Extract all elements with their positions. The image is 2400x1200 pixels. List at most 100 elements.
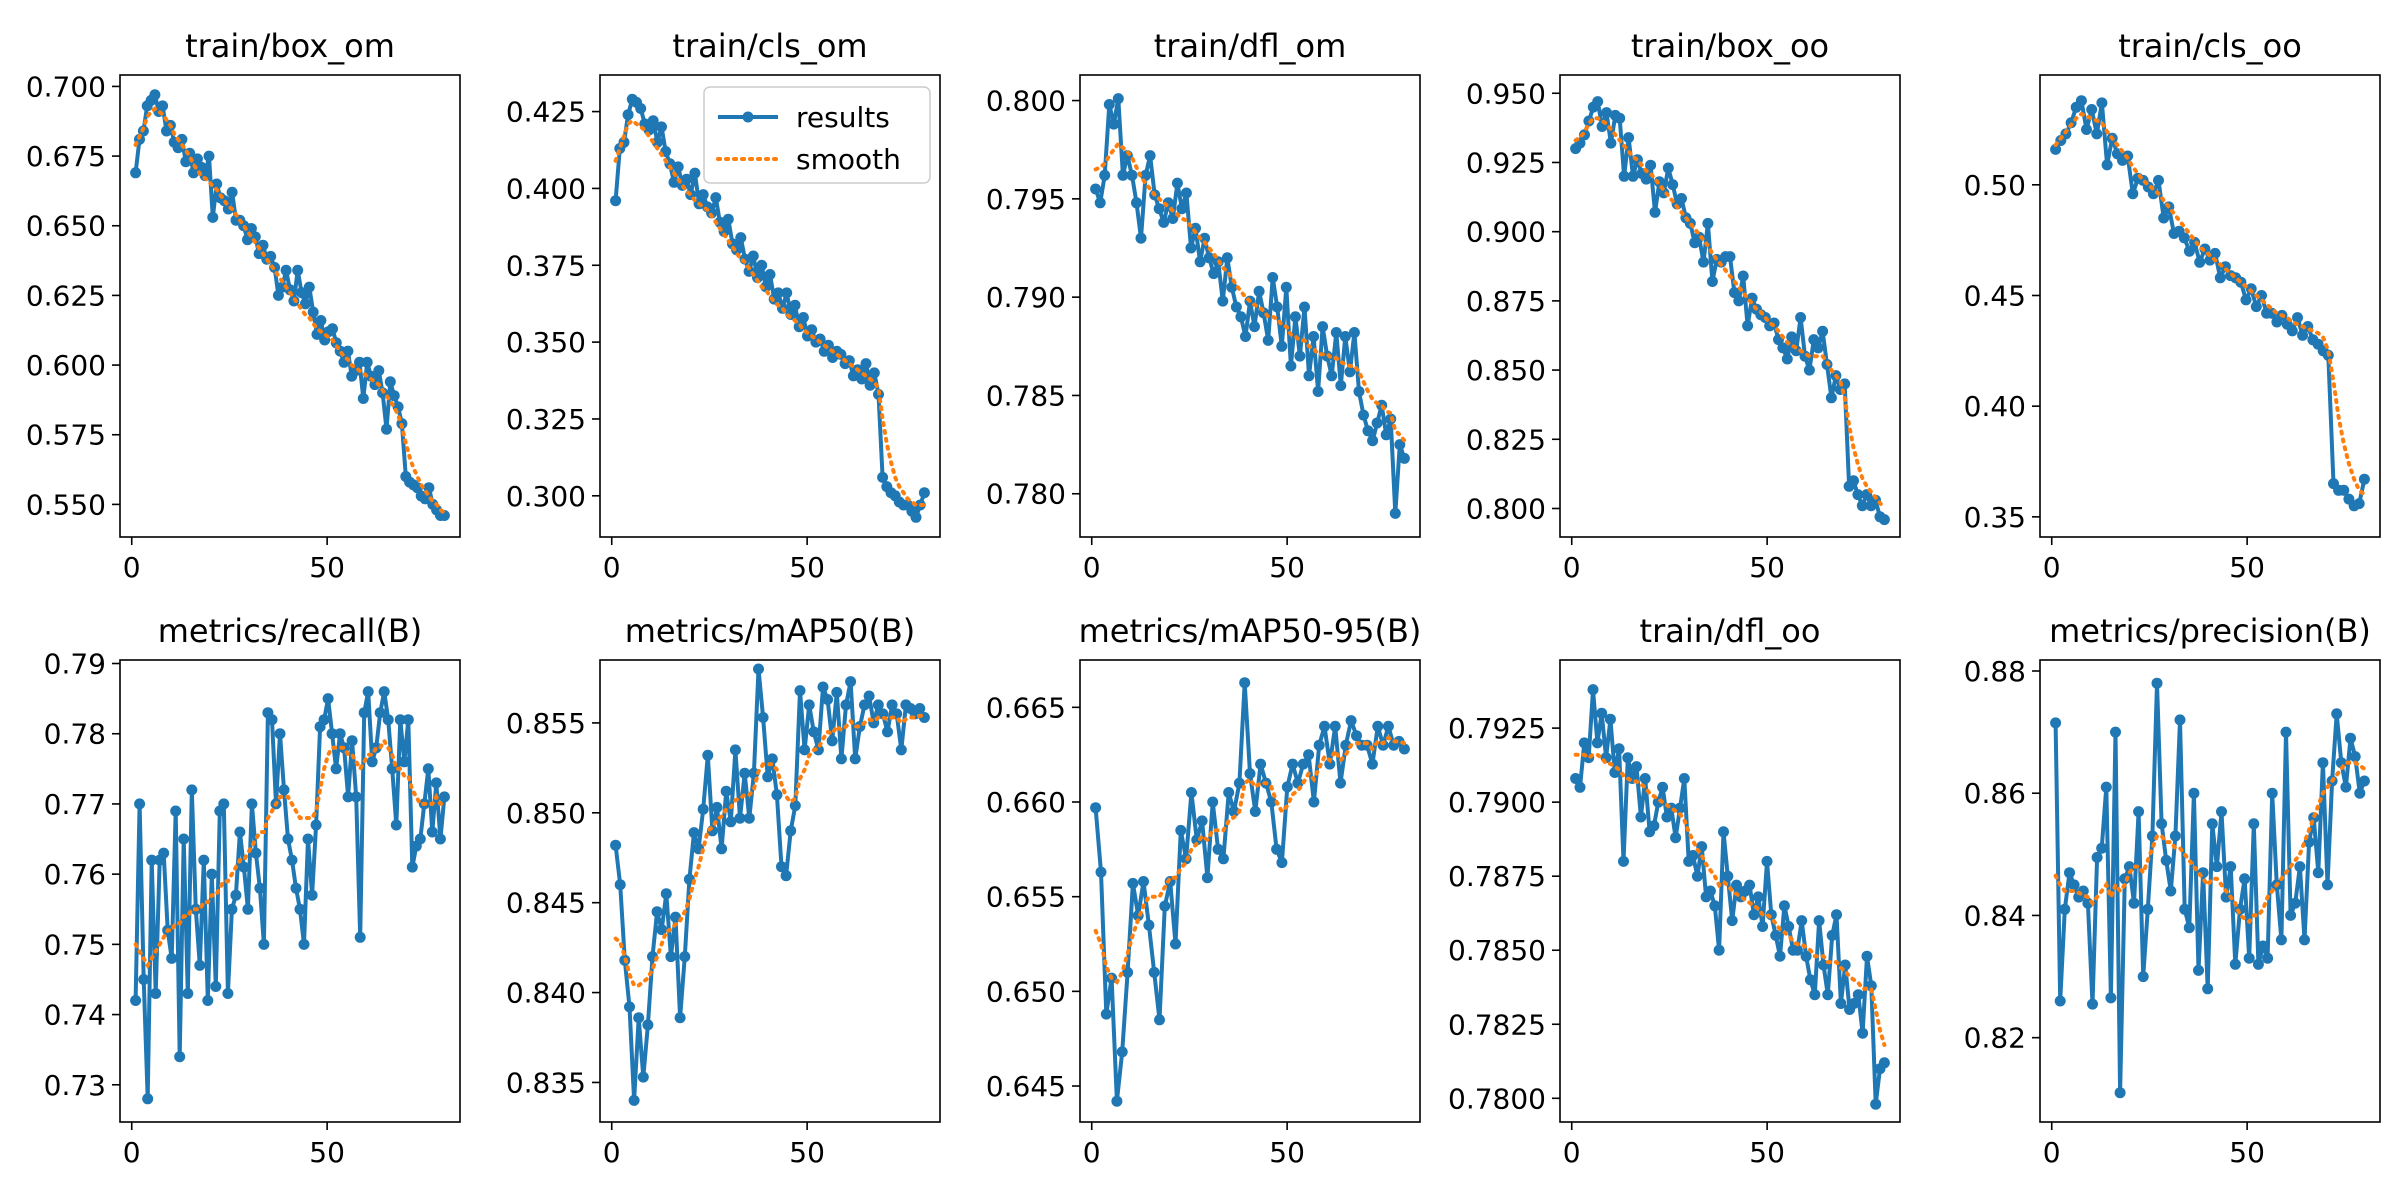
data-point-results <box>1131 197 1142 209</box>
data-point-results <box>747 250 759 262</box>
data-point-results <box>1138 876 1149 887</box>
data-point-results <box>282 833 294 845</box>
y-tick-label: 0.7800 <box>1448 1082 1546 1115</box>
axes-frame <box>599 659 941 1123</box>
data-point-results <box>2100 781 2112 793</box>
data-point-results <box>394 714 406 726</box>
data-point-results <box>1317 321 1329 333</box>
data-point-results <box>1800 950 1812 962</box>
data-point-results <box>817 681 829 693</box>
data-point-results <box>388 390 400 402</box>
data-point-results <box>697 803 709 815</box>
data-point-results <box>2338 484 2350 496</box>
data-point-results <box>373 365 385 377</box>
data-point-results <box>381 423 392 435</box>
data-point-results <box>278 784 290 796</box>
data-point-results <box>2087 998 2098 1010</box>
data-point-results <box>1804 974 1816 986</box>
chart-train-box-oo: train/box_oo 0.800 0.825 0.850 0.875 0.900 0.9… <box>1466 27 1901 584</box>
panel-grid: train/box_om 0.550 0.575 0.600 0.625 0.650 0.6… <box>26 27 2381 1169</box>
data-point-results <box>1718 826 1729 838</box>
data-point-results <box>1774 950 1786 962</box>
data-point-results <box>1878 514 1890 526</box>
y-tick-label: 0.76 <box>44 858 106 891</box>
y-tick-label: 0.74 <box>44 999 106 1032</box>
data-point-results <box>2220 891 2232 903</box>
data-point-results <box>149 89 161 101</box>
y-tick-label: 0.795 <box>986 183 1066 216</box>
data-point-results <box>670 911 681 923</box>
data-point-results <box>1783 921 1795 932</box>
data-point-results <box>342 791 354 803</box>
data-point-results <box>882 726 893 738</box>
data-point-results <box>303 281 315 293</box>
data-point-results <box>130 995 142 1006</box>
series-line-smooth <box>133 736 447 970</box>
axes-frame <box>2039 74 2381 538</box>
data-point-results <box>299 298 311 310</box>
data-point-results <box>1662 162 1674 174</box>
data-point-results <box>296 287 308 299</box>
data-point-results <box>361 356 373 368</box>
data-point-results <box>797 312 809 323</box>
data-point-results <box>672 161 684 173</box>
data-point-results <box>1778 900 1790 912</box>
data-point-results <box>170 805 182 817</box>
data-point-results <box>2064 867 2075 879</box>
y-tick-label: 0.7900 <box>1448 786 1546 819</box>
legend-marker-results <box>742 111 754 123</box>
data-point-results <box>1297 758 1309 770</box>
y-tick-label: 0.850 <box>506 797 586 830</box>
data-point-results <box>1813 915 1825 927</box>
data-point-results <box>166 952 178 964</box>
data-point-results <box>298 938 310 950</box>
data-point-results <box>2081 124 2092 135</box>
data-point-results <box>1870 1098 1882 1110</box>
data-point-results <box>318 714 330 726</box>
data-point-results <box>362 686 374 698</box>
data-point-results <box>1122 966 1134 978</box>
data-point-results <box>1676 193 1687 204</box>
data-point-results <box>1253 285 1265 297</box>
y-tick-label: 0.77 <box>44 788 106 821</box>
y-tick-label: 0.875 <box>1466 285 1546 318</box>
data-point-results <box>826 735 838 747</box>
data-point-results <box>2110 726 2121 738</box>
data-point-results <box>1319 720 1330 732</box>
series-line-results <box>133 689 447 1101</box>
data-point-results <box>1207 796 1219 808</box>
data-point-results <box>2252 958 2264 970</box>
x-tick-label: 50 <box>2229 551 2265 584</box>
data-point-results <box>2214 272 2226 284</box>
data-point-results <box>656 121 667 133</box>
data-point-results <box>1587 684 1599 696</box>
data-point-results <box>1276 340 1288 352</box>
x-tick-label: 0 <box>2043 1136 2061 1169</box>
data-point-results <box>812 744 824 756</box>
data-point-results <box>651 906 663 918</box>
data-point-results <box>1280 281 1292 293</box>
axes-frame <box>1559 74 1901 538</box>
data-point-results <box>2133 806 2145 818</box>
data-point-results <box>1287 758 1299 770</box>
series-line-smooth <box>1573 116 1887 511</box>
x-tick-label: 0 <box>603 1136 621 1169</box>
data-point-results <box>342 345 354 357</box>
data-point-results <box>1140 169 1152 181</box>
data-point-results <box>789 299 801 311</box>
data-point-results <box>674 1012 686 1024</box>
y-tick-label: 0.825 <box>1466 423 1546 456</box>
data-point-results <box>142 1093 154 1105</box>
y-tick-label: 0.650 <box>26 210 106 243</box>
data-point-results <box>1330 327 1342 338</box>
data-point-results <box>610 195 622 207</box>
data-point-results <box>1825 392 1837 404</box>
data-point-results <box>357 393 369 404</box>
y-tick-label: 0.86 <box>1964 777 2026 810</box>
data-point-results <box>2127 188 2139 200</box>
data-point-results <box>2050 717 2062 729</box>
chart-metrics-map50-b: metrics/mAP50(B) 0.835 0.840 0.845 0.850 0.85… <box>506 612 941 1169</box>
data-point-results <box>1094 197 1106 209</box>
data-point-results <box>610 839 622 851</box>
